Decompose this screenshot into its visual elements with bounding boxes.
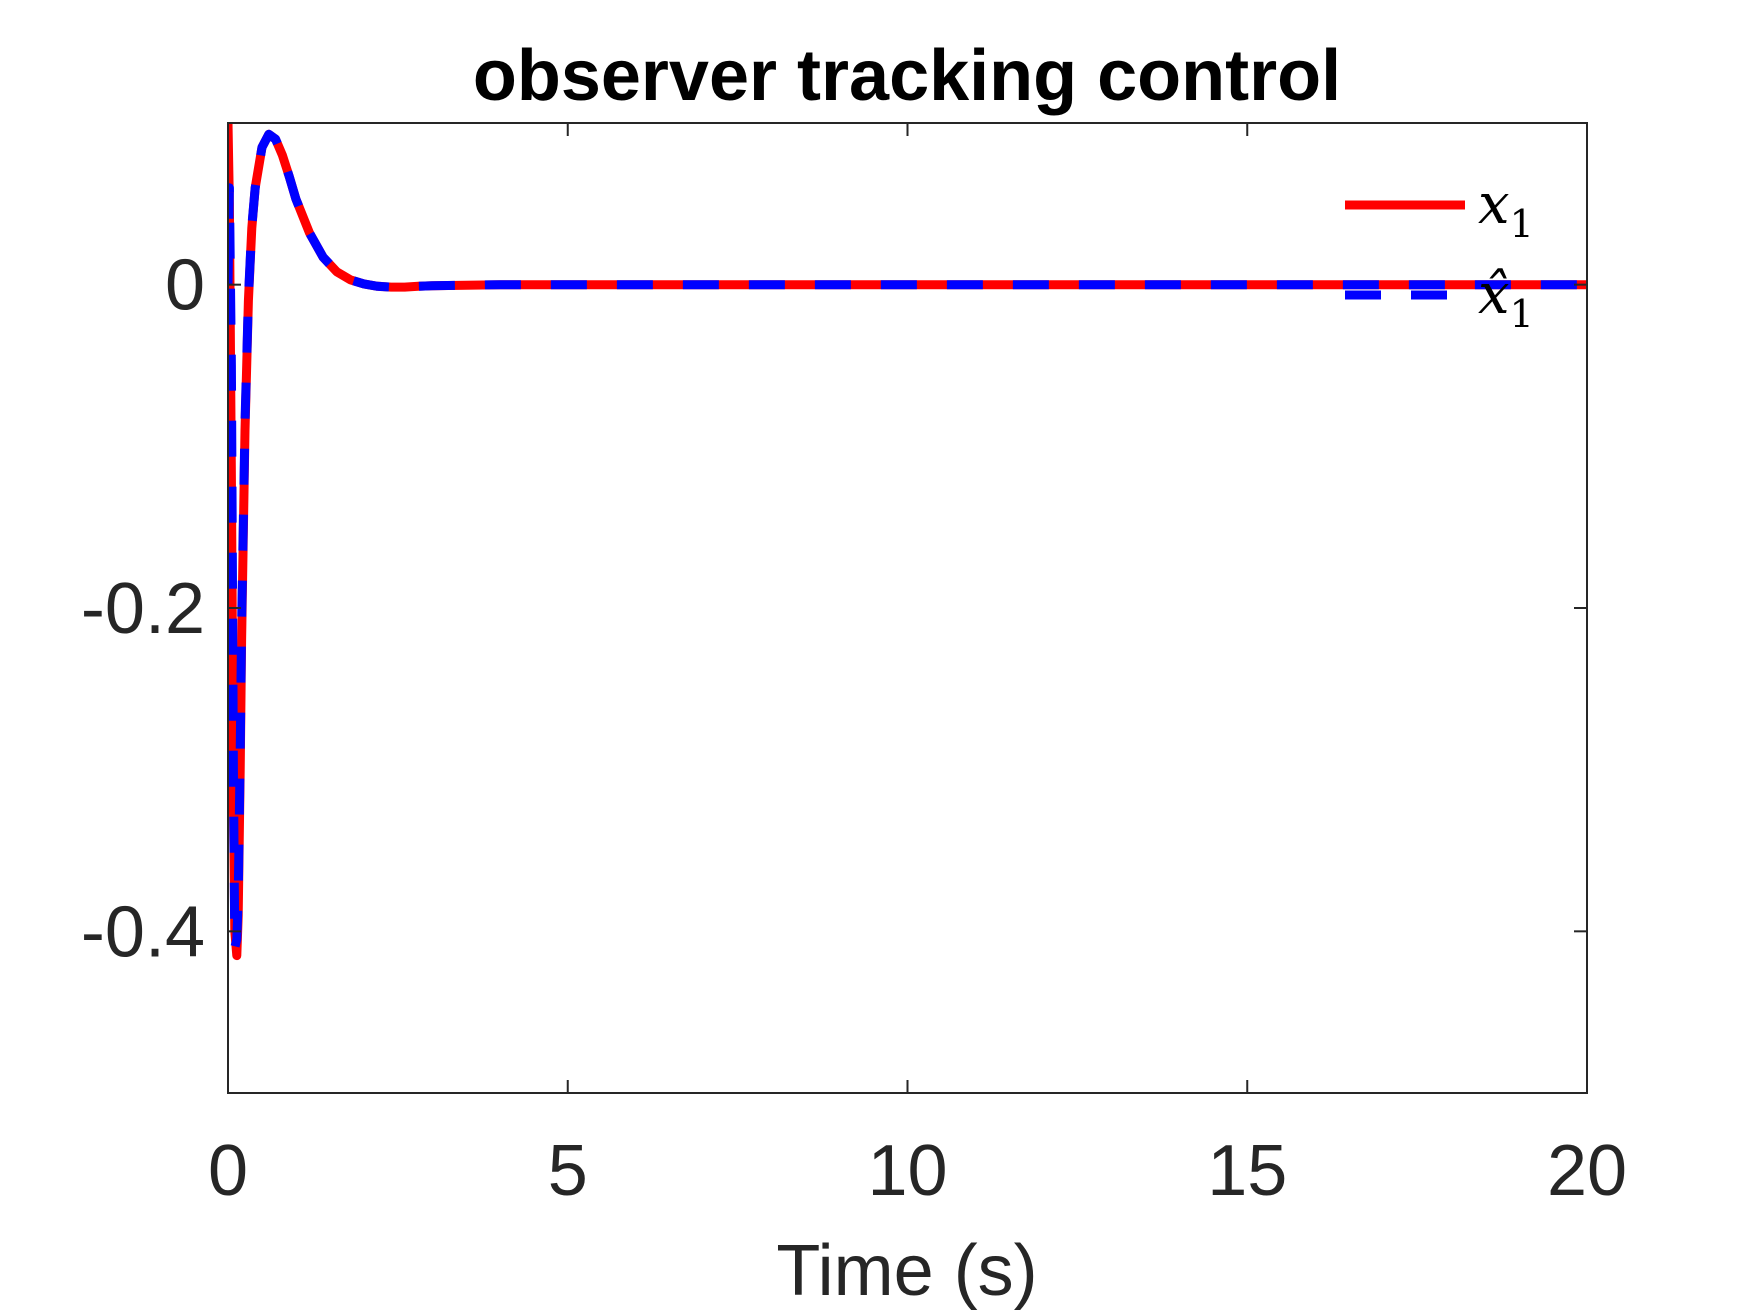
legend-label-main: x <box>1478 172 1510 237</box>
legend-label-1: x1 <box>1478 172 1534 246</box>
y-tick-label: -0.2 <box>81 569 205 649</box>
chart-title: observer tracking control <box>473 36 1341 116</box>
legend: x1x̂1 <box>1345 172 1534 336</box>
y-tick-label: 0 <box>165 246 205 326</box>
x-axis-label: Time (s) <box>776 1231 1037 1311</box>
series-line-2 <box>228 129 1587 952</box>
x-tick-label: 20 <box>1547 1131 1627 1211</box>
y-tick-label: -0.4 <box>81 892 205 972</box>
x-tick-label: 5 <box>548 1131 588 1211</box>
legend-label-subscript: 1 <box>1510 202 1534 246</box>
plot-area <box>228 123 1587 1093</box>
x-tick-label: 15 <box>1207 1131 1287 1211</box>
series-layer <box>228 123 1587 961</box>
x-tick-label: 0 <box>208 1131 248 1211</box>
legend-label-subscript: 1 <box>1510 292 1534 336</box>
legend-label-main: x̂ <box>1478 262 1510 327</box>
legend-label-2: x̂1 <box>1478 262 1534 336</box>
tick-layer: 0 5 10 15 20 -0.4 -0.2 0 <box>81 123 1627 1211</box>
x-tick-label: 10 <box>867 1131 947 1211</box>
